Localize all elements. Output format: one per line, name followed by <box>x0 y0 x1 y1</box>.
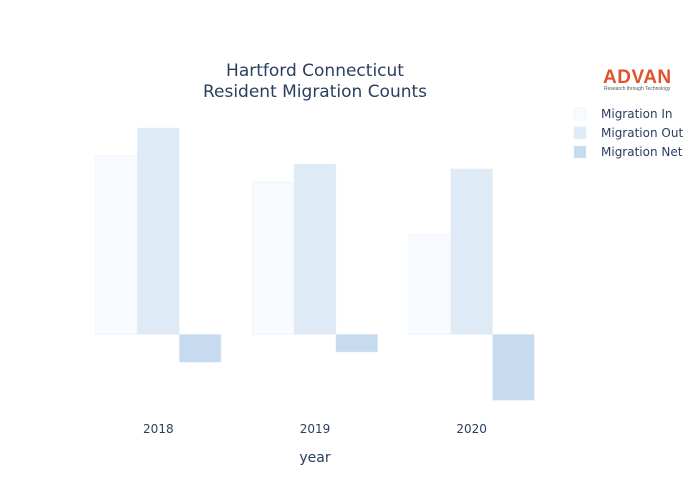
legend-swatch-migration-out[interactable] <box>573 126 587 140</box>
chart-title-line-2: Resident Migration Counts <box>203 82 427 102</box>
bar-migration-in-2018 <box>95 155 138 335</box>
bar-migration-out-2020 <box>450 168 493 335</box>
x-tick-label-2019: 2019 <box>300 422 331 436</box>
bar-migration-in-2019 <box>252 181 295 335</box>
legend-label-migration-in[interactable]: Migration In <box>601 107 673 121</box>
x-tick-label-2020: 2020 <box>456 422 487 436</box>
x-axis-ticks: 2018 2019 2020 <box>143 422 487 436</box>
bar-migration-out-2019 <box>293 164 337 335</box>
bar-migration-net-2019 <box>335 334 378 353</box>
legend-label-migration-out[interactable]: Migration Out <box>601 126 683 140</box>
legend-label-migration-net[interactable]: Migration Net <box>601 145 683 159</box>
advan-logo: ADVAN Research through Technology <box>603 67 672 92</box>
x-axis-title: year <box>299 450 330 466</box>
bar-migration-net-2020 <box>492 334 535 401</box>
legend: Migration In Migration Out Migration Net <box>573 107 683 159</box>
bar-migration-net-2018 <box>178 334 222 363</box>
logo-tagline: Research through Technology <box>604 86 671 92</box>
bar-migration-out-2018 <box>137 127 180 335</box>
bars-layer <box>95 127 535 401</box>
chart-title-line-1: Hartford Connecticut <box>226 61 404 81</box>
x-tick-label-2018: 2018 <box>143 422 174 436</box>
legend-swatch-migration-in[interactable] <box>573 107 587 121</box>
legend-swatch-migration-net[interactable] <box>573 145 587 159</box>
bar-migration-in-2020 <box>408 234 452 335</box>
logo-wordmark: ADVAN <box>603 67 672 88</box>
